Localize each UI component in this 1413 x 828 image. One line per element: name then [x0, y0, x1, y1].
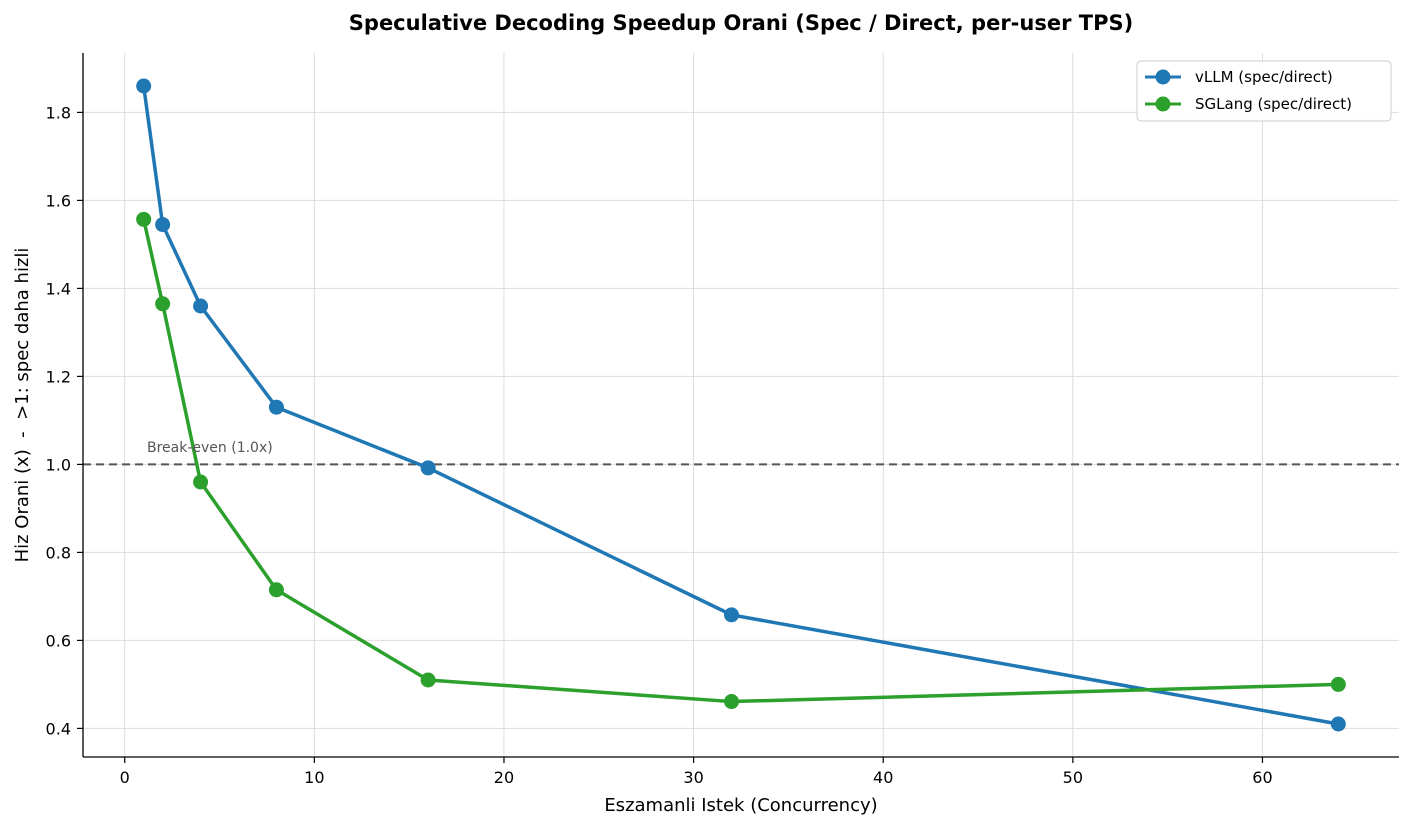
y-tick-label: 1.2: [46, 367, 71, 386]
y-tick-label: 1.0: [46, 455, 71, 474]
data-point-sglang: [1330, 676, 1346, 692]
x-tick-label: 60: [1252, 768, 1272, 787]
tick-labels: 0 10 20 30 40 50 60 0.4 0.6 0.8 1.0 1.2 1.4 1.6 1.8: [46, 103, 1273, 787]
data-point-sglang: [724, 694, 740, 710]
legend-label-vllm: vLLM (spec/direct): [1195, 68, 1333, 86]
y-tick-label: 1.6: [46, 191, 71, 210]
legend-box: [1136, 60, 1392, 122]
y-tick-label: 1.8: [46, 103, 71, 122]
data-point-vllm: [1330, 716, 1346, 732]
legend-marker-vllm: [1155, 69, 1171, 85]
data-point-sglang: [136, 211, 152, 227]
legend: vLLM (spec/direct) SGLang (spec/direct): [1136, 60, 1392, 122]
series-line-vllm: [141, 85, 1339, 726]
data-point-vllm: [193, 298, 209, 314]
data-point-sglang: [268, 582, 284, 598]
x-axis-label: Eszamanli Istek (Concurrency): [604, 795, 877, 816]
x-tick-label: 20: [494, 768, 514, 787]
grid-lines: [83, 53, 1399, 757]
data-point-vllm: [724, 607, 740, 623]
x-tick-label: 30: [683, 768, 703, 787]
data-point-vllm: [420, 460, 436, 476]
series-line-sglang: [141, 218, 1339, 704]
legend-marker-sglang: [1155, 96, 1171, 112]
data-point-vllm: [136, 78, 152, 94]
break-even-annotation: Break-even (1.0x): [147, 440, 273, 456]
data-point-sglang: [193, 474, 209, 490]
y-axis-label: Hiz Orani (x) - >1: spec daha hizli: [12, 248, 33, 563]
data-point-vllm: [268, 399, 284, 415]
data-point-sglang: [155, 296, 171, 312]
axes: [77, 53, 1399, 763]
chart-title: Speculative Decoding Speedup Orani (Spec…: [349, 11, 1133, 35]
y-tick-label: 0.6: [46, 631, 71, 650]
data-point-vllm: [155, 217, 171, 233]
y-tick-label: 0.4: [46, 719, 71, 738]
series-group: [136, 78, 1346, 732]
legend-label-sglang: SGLang (spec/direct): [1195, 95, 1352, 113]
x-tick-label: 40: [873, 768, 893, 787]
x-tick-label: 0: [120, 768, 130, 787]
x-tick-label: 50: [1063, 768, 1083, 787]
data-point-sglang: [420, 672, 436, 688]
x-tick-label: 10: [304, 768, 324, 787]
y-tick-label: 1.4: [46, 279, 71, 298]
y-tick-label: 0.8: [46, 543, 71, 562]
